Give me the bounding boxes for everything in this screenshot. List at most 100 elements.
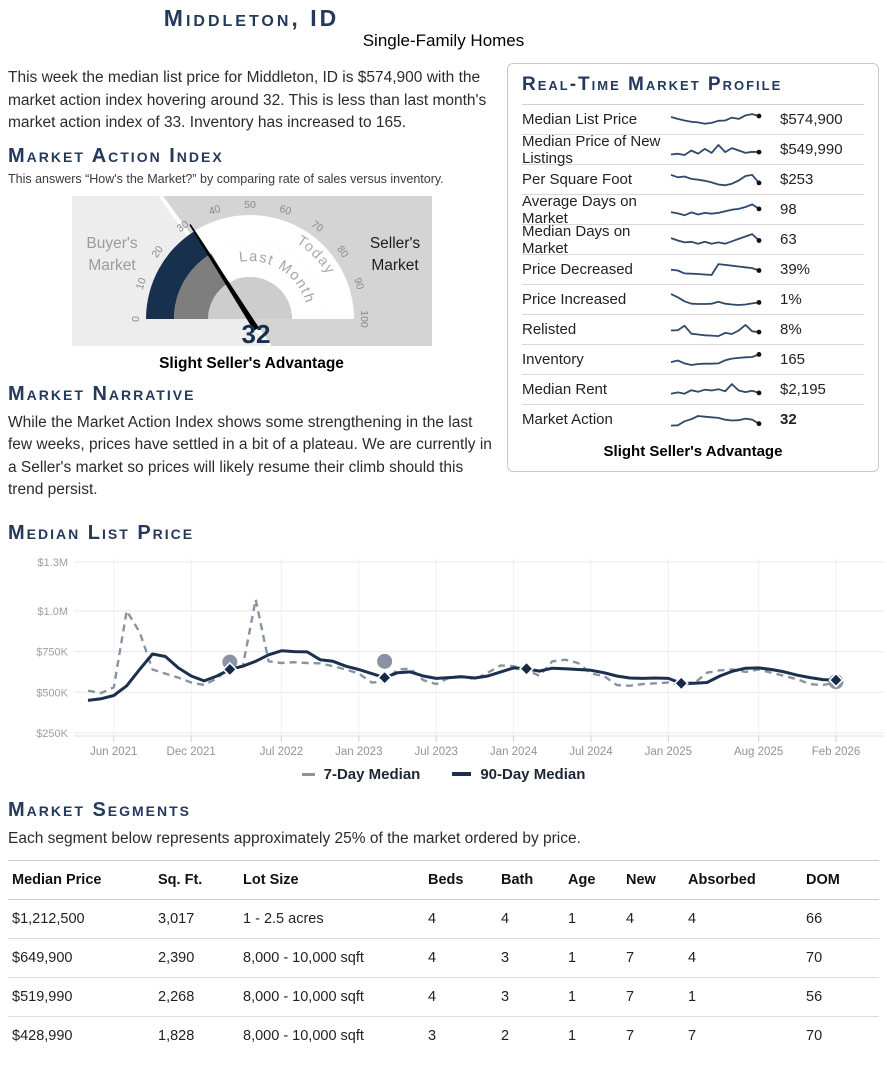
profile-row-value: 8% [780, 321, 802, 339]
table-cell: 1 [568, 1028, 577, 1045]
gauge-tick-label: 0 [129, 316, 141, 322]
market-action-subheading: This answers “How's the Market?” by comp… [8, 171, 444, 186]
profile-sparkline [670, 232, 762, 245]
x-axis-label: Jul 2023 [414, 746, 457, 758]
profile-row: Market Action 32 [522, 405, 864, 434]
segments-body: $1,212,500 3,017 1 - 2.5 acres 4 4 1 4 4 66 $649,… [8, 899, 879, 1056]
sparkline-end-dot [756, 329, 762, 335]
profile-sparkline [670, 382, 762, 396]
buyers-market-label: Buyer's Market [86, 235, 137, 274]
x-axis-label: Jun 2021 [90, 746, 137, 758]
table-cell: 1 [684, 977, 802, 1018]
x-axis-label: Jul 2024 [569, 746, 613, 758]
table-cell: 3,017 [154, 899, 239, 940]
segments-column-header: Absorbed [684, 860, 802, 901]
sparkline-end-dot [756, 180, 762, 186]
intro-paragraph: This week the median list price for Midd… [8, 69, 487, 132]
table-cell: 66 [802, 899, 879, 940]
marker-diamond [222, 661, 238, 677]
sparkline-end-dot [756, 267, 762, 273]
table-row: $649,900 2,390 8,000 - 10,000 sqft 4 3 1 7 4 70 [8, 938, 879, 979]
profile-row-label: Price Decreased [522, 261, 633, 279]
legend-item-7day: 7-Day Median [301, 766, 420, 783]
profile-row-value: 39% [780, 261, 811, 279]
profile-row-label: Per Square Foot [522, 171, 633, 189]
profile-sparkline [670, 293, 762, 306]
x-axis-label: Dec 2021 [167, 746, 216, 758]
table-cell: 7 [622, 977, 684, 1018]
y-axis-label: $500K [36, 687, 68, 699]
table-row: $428,990 1,828 8,000 - 10,000 sqft 3 2 1 7 7 70 [8, 1017, 879, 1056]
marker-diamond [518, 660, 535, 676]
profile-row-label: Median List Price [522, 111, 638, 129]
y-axis-label: $1.0M [37, 605, 68, 617]
sparkline-end-dot [756, 149, 762, 155]
profile-row-value: 98 [780, 201, 797, 219]
series-90day-median [87, 648, 837, 702]
profile-row-label: Median Price of New Listings [522, 132, 661, 167]
x-axis-label: Jan 2024 [490, 746, 538, 758]
profile-row-value: 63 [780, 231, 797, 249]
gauge-value: 32 [241, 319, 270, 346]
table-cell: 2,268 [154, 977, 239, 1018]
table-cell: 1 [564, 938, 622, 979]
market-action-index-heading: Market Action Index [8, 144, 224, 167]
median-list-price-chart: $1.3M $1.0M $750K $500K $250K Jun 2021 Dec 202… [36, 557, 884, 758]
profile-row-label: Median Days on Market [522, 222, 631, 257]
profile-sparkline [670, 173, 762, 186]
table-cell: 3 [497, 977, 564, 1018]
profile-row-value: $549,990 [780, 141, 843, 159]
profile-row-value: $574,900 [780, 111, 843, 129]
series-7day-median [87, 597, 837, 694]
segments-column-header: Beds [424, 860, 497, 901]
profile-sparkline [670, 351, 762, 366]
table-cell: 70 [806, 1028, 823, 1045]
table-row: $1,212,500 3,017 1 - 2.5 acres 4 4 1 4 4 66 [8, 899, 879, 940]
legend-swatch-7day [301, 772, 315, 776]
y-axis-label: $250K [36, 728, 68, 740]
legend-item-90day: 90-Day Median [452, 766, 585, 783]
chart-legend: 7-Day Median 90-Day Median [8, 766, 879, 783]
table-cell: $428,990 [12, 1028, 73, 1045]
profile-sparkline [670, 414, 762, 427]
profile-row-label: Price Increased [522, 291, 627, 309]
segments-column-header: Median Price [8, 860, 154, 901]
profile-row: Median Price of New Listings $549,990 [522, 132, 864, 167]
segments-header-row: Median Price Sq. Ft. Lot Size Beds Bath Age Ne… [8, 860, 879, 901]
sparkline-end-dot [756, 299, 762, 305]
segments-column-header: DOM [802, 860, 879, 901]
profile-row: Median Rent $2,195 [522, 375, 864, 406]
table-cell: 4 [622, 899, 684, 940]
segments-column-header: New [622, 860, 684, 901]
profile-row-value: 32 [780, 411, 797, 429]
table-cell: 3 [428, 1028, 437, 1045]
profile-rows: Median List Price $574,900 Median Price of… [522, 105, 864, 434]
table-cell: $519,990 [8, 977, 154, 1018]
table-cell: 8,000 - 10,000 sqft [239, 977, 424, 1018]
table-row: $519,990 2,268 8,000 - 10,000 sqft 4 3 1 7 1 56 [8, 977, 879, 1018]
table-cell: 4 [684, 938, 802, 979]
table-cell: 1,828 [158, 1028, 195, 1045]
marker-diamond [376, 669, 393, 685]
market-segments-description: Each segment below represents approximat… [8, 829, 581, 847]
gauge-last-month-arc [173, 253, 229, 319]
profile-row-value: 165 [780, 351, 806, 369]
gauge-today-arc [145, 230, 209, 319]
table-cell: 56 [802, 977, 879, 1018]
table-cell: 4 [424, 899, 497, 940]
marker-diamond [828, 672, 844, 688]
legend-swatch-90day [452, 772, 472, 777]
sellers-market-label: Seller's Market [369, 235, 420, 274]
y-axis-label: $1.3M [37, 557, 68, 569]
market-segments-table: Median Price Sq. Ft. Lot Size Beds Bath Age Ne… [8, 860, 879, 1055]
profile-row-label: Average Days on Market [522, 192, 637, 227]
gauge-caption: Slight Seller's Advantage [159, 354, 344, 372]
table-cell: 4 [424, 938, 497, 979]
table-cell: 7 [626, 1028, 635, 1045]
table-cell: 4 [424, 977, 497, 1018]
profile-row-label: Inventory [522, 351, 584, 369]
segments-column-header: Bath [497, 860, 564, 901]
table-cell: 3 [497, 938, 564, 979]
table-cell: 2,390 [154, 938, 239, 979]
